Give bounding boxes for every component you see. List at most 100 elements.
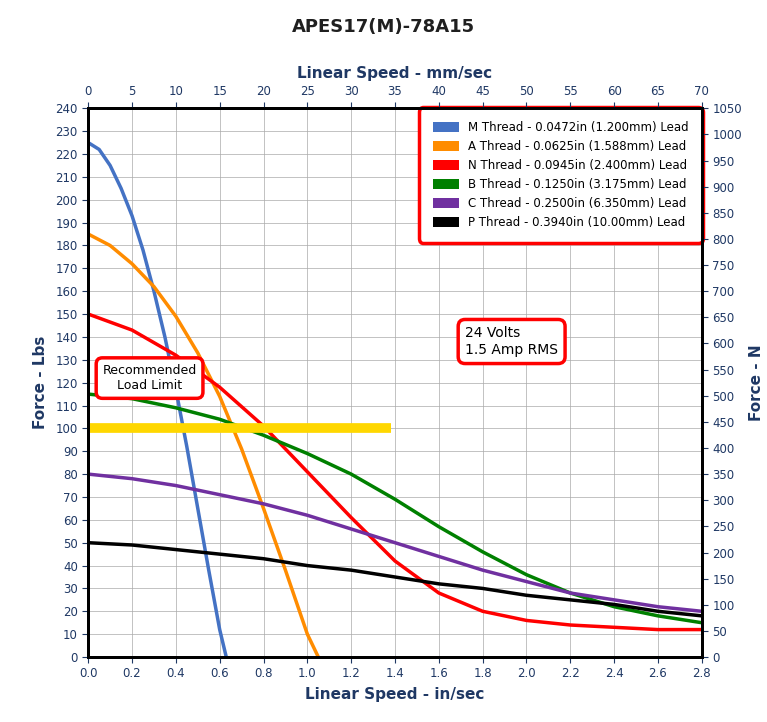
Line: C Thread - 0.2500in (6.350mm) Lead: C Thread - 0.2500in (6.350mm) Lead bbox=[88, 474, 702, 612]
X-axis label: Linear Speed - mm/sec: Linear Speed - mm/sec bbox=[298, 66, 492, 81]
N Thread - 0.0945in (2.400mm) Lead bbox=[259, 422, 268, 430]
B Thread - 0.1250in (3.175mm) Lead bbox=[215, 415, 224, 424]
Text: 24 Volts
1.5 Amp RMS: 24 Volts 1.5 Amp RMS bbox=[465, 326, 558, 357]
Line: P Thread - 0.3940in (10.00mm) Lead: P Thread - 0.3940in (10.00mm) Lead bbox=[88, 543, 702, 616]
A Thread - 0.0625in (1.588mm) Lead bbox=[106, 241, 115, 250]
P Thread - 0.3940in (10.00mm) Lead bbox=[303, 561, 312, 570]
Line: M Thread - 0.0472in (1.200mm) Lead: M Thread - 0.0472in (1.200mm) Lead bbox=[88, 143, 226, 657]
A Thread - 0.0625in (1.588mm) Lead bbox=[281, 566, 290, 575]
B Thread - 0.1250in (3.175mm) Lead bbox=[171, 404, 180, 412]
N Thread - 0.0945in (2.400mm) Lead bbox=[84, 310, 93, 318]
N Thread - 0.0945in (2.400mm) Lead bbox=[566, 621, 575, 630]
N Thread - 0.0945in (2.400mm) Lead bbox=[171, 351, 180, 360]
N Thread - 0.0945in (2.400mm) Lead bbox=[127, 326, 137, 334]
M Thread - 0.0472in (1.200mm) Lead bbox=[127, 212, 137, 220]
B Thread - 0.1250in (3.175mm) Lead bbox=[259, 431, 268, 440]
X-axis label: Linear Speed - in/sec: Linear Speed - in/sec bbox=[305, 687, 485, 703]
P Thread - 0.3940in (10.00mm) Lead bbox=[653, 607, 663, 616]
M Thread - 0.0472in (1.200mm) Lead bbox=[193, 504, 202, 513]
B Thread - 0.1250in (3.175mm) Lead bbox=[390, 495, 400, 504]
N Thread - 0.0945in (2.400mm) Lead bbox=[478, 607, 487, 616]
C Thread - 0.2500in (6.350mm) Lead bbox=[127, 474, 137, 483]
P Thread - 0.3940in (10.00mm) Lead bbox=[171, 545, 180, 554]
C Thread - 0.2500in (6.350mm) Lead bbox=[478, 566, 487, 575]
B Thread - 0.1250in (3.175mm) Lead bbox=[697, 618, 706, 627]
M Thread - 0.0472in (1.200mm) Lead bbox=[183, 443, 192, 451]
C Thread - 0.2500in (6.350mm) Lead bbox=[434, 552, 443, 561]
C Thread - 0.2500in (6.350mm) Lead bbox=[259, 500, 268, 508]
N Thread - 0.0945in (2.400mm) Lead bbox=[697, 625, 706, 634]
N Thread - 0.0945in (2.400mm) Lead bbox=[610, 623, 619, 632]
M Thread - 0.0472in (1.200mm) Lead bbox=[106, 161, 115, 170]
B Thread - 0.1250in (3.175mm) Lead bbox=[303, 449, 312, 458]
A Thread - 0.0625in (1.588mm) Lead bbox=[84, 230, 93, 238]
A Thread - 0.0625in (1.588mm) Lead bbox=[127, 259, 137, 268]
B Thread - 0.1250in (3.175mm) Lead bbox=[610, 602, 619, 611]
Legend: M Thread - 0.0472in (1.200mm) Lead, A Thread - 0.0625in (1.588mm) Lead, N Thread: M Thread - 0.0472in (1.200mm) Lead, A Th… bbox=[423, 112, 698, 238]
C Thread - 0.2500in (6.350mm) Lead bbox=[566, 588, 575, 597]
Line: B Thread - 0.1250in (3.175mm) Lead: B Thread - 0.1250in (3.175mm) Lead bbox=[88, 394, 702, 622]
M Thread - 0.0472in (1.200mm) Lead bbox=[117, 184, 126, 193]
A Thread - 0.0625in (1.588mm) Lead bbox=[150, 282, 159, 291]
N Thread - 0.0945in (2.400mm) Lead bbox=[653, 625, 663, 634]
P Thread - 0.3940in (10.00mm) Lead bbox=[347, 566, 356, 575]
M Thread - 0.0472in (1.200mm) Lead bbox=[160, 333, 170, 342]
C Thread - 0.2500in (6.350mm) Lead bbox=[390, 539, 400, 547]
M Thread - 0.0472in (1.200mm) Lead bbox=[215, 625, 224, 634]
C Thread - 0.2500in (6.350mm) Lead bbox=[697, 607, 706, 616]
A Thread - 0.0625in (1.588mm) Lead bbox=[314, 653, 323, 661]
M Thread - 0.0472in (1.200mm) Lead bbox=[150, 287, 159, 295]
C Thread - 0.2500in (6.350mm) Lead bbox=[303, 511, 312, 520]
N Thread - 0.0945in (2.400mm) Lead bbox=[522, 616, 531, 625]
B Thread - 0.1250in (3.175mm) Lead bbox=[478, 547, 487, 556]
A Thread - 0.0625in (1.588mm) Lead bbox=[193, 349, 202, 357]
P Thread - 0.3940in (10.00mm) Lead bbox=[522, 591, 531, 599]
Line: A Thread - 0.0625in (1.588mm) Lead: A Thread - 0.0625in (1.588mm) Lead bbox=[88, 234, 318, 657]
P Thread - 0.3940in (10.00mm) Lead bbox=[566, 596, 575, 604]
Text: APES17(M)-78A15: APES17(M)-78A15 bbox=[292, 18, 475, 36]
P Thread - 0.3940in (10.00mm) Lead bbox=[259, 554, 268, 563]
C Thread - 0.2500in (6.350mm) Lead bbox=[84, 470, 93, 479]
M Thread - 0.0472in (1.200mm) Lead bbox=[84, 139, 93, 147]
C Thread - 0.2500in (6.350mm) Lead bbox=[610, 596, 619, 604]
B Thread - 0.1250in (3.175mm) Lead bbox=[347, 470, 356, 479]
P Thread - 0.3940in (10.00mm) Lead bbox=[127, 541, 137, 549]
M Thread - 0.0472in (1.200mm) Lead bbox=[222, 653, 231, 661]
B Thread - 0.1250in (3.175mm) Lead bbox=[522, 570, 531, 579]
Line: N Thread - 0.0945in (2.400mm) Lead: N Thread - 0.0945in (2.400mm) Lead bbox=[88, 314, 702, 630]
A Thread - 0.0625in (1.588mm) Lead bbox=[171, 312, 180, 321]
P Thread - 0.3940in (10.00mm) Lead bbox=[390, 573, 400, 581]
N Thread - 0.0945in (2.400mm) Lead bbox=[434, 588, 443, 597]
A Thread - 0.0625in (1.588mm) Lead bbox=[237, 445, 246, 453]
P Thread - 0.3940in (10.00mm) Lead bbox=[84, 539, 93, 547]
N Thread - 0.0945in (2.400mm) Lead bbox=[390, 557, 400, 565]
P Thread - 0.3940in (10.00mm) Lead bbox=[434, 580, 443, 588]
P Thread - 0.3940in (10.00mm) Lead bbox=[697, 612, 706, 620]
C Thread - 0.2500in (6.350mm) Lead bbox=[522, 578, 531, 586]
B Thread - 0.1250in (3.175mm) Lead bbox=[84, 390, 93, 399]
N Thread - 0.0945in (2.400mm) Lead bbox=[347, 513, 356, 522]
B Thread - 0.1250in (3.175mm) Lead bbox=[566, 588, 575, 597]
Y-axis label: Force - N: Force - N bbox=[749, 344, 764, 421]
C Thread - 0.2500in (6.350mm) Lead bbox=[171, 482, 180, 490]
A Thread - 0.0625in (1.588mm) Lead bbox=[259, 504, 268, 513]
Y-axis label: Force - Lbs: Force - Lbs bbox=[34, 336, 48, 430]
M Thread - 0.0472in (1.200mm) Lead bbox=[171, 386, 180, 394]
B Thread - 0.1250in (3.175mm) Lead bbox=[127, 394, 137, 403]
B Thread - 0.1250in (3.175mm) Lead bbox=[434, 523, 443, 531]
N Thread - 0.0945in (2.400mm) Lead bbox=[303, 468, 312, 477]
C Thread - 0.2500in (6.350mm) Lead bbox=[653, 602, 663, 611]
A Thread - 0.0625in (1.588mm) Lead bbox=[215, 392, 224, 401]
M Thread - 0.0472in (1.200mm) Lead bbox=[94, 145, 104, 154]
C Thread - 0.2500in (6.350mm) Lead bbox=[215, 490, 224, 499]
N Thread - 0.0945in (2.400mm) Lead bbox=[215, 383, 224, 391]
P Thread - 0.3940in (10.00mm) Lead bbox=[215, 550, 224, 559]
M Thread - 0.0472in (1.200mm) Lead bbox=[204, 566, 213, 575]
P Thread - 0.3940in (10.00mm) Lead bbox=[610, 600, 619, 609]
A Thread - 0.0625in (1.588mm) Lead bbox=[303, 630, 312, 638]
M Thread - 0.0472in (1.200mm) Lead bbox=[138, 245, 147, 254]
Text: Recommended
Load Limit: Recommended Load Limit bbox=[103, 364, 196, 392]
B Thread - 0.1250in (3.175mm) Lead bbox=[653, 612, 663, 620]
P Thread - 0.3940in (10.00mm) Lead bbox=[478, 584, 487, 593]
C Thread - 0.2500in (6.350mm) Lead bbox=[347, 525, 356, 534]
